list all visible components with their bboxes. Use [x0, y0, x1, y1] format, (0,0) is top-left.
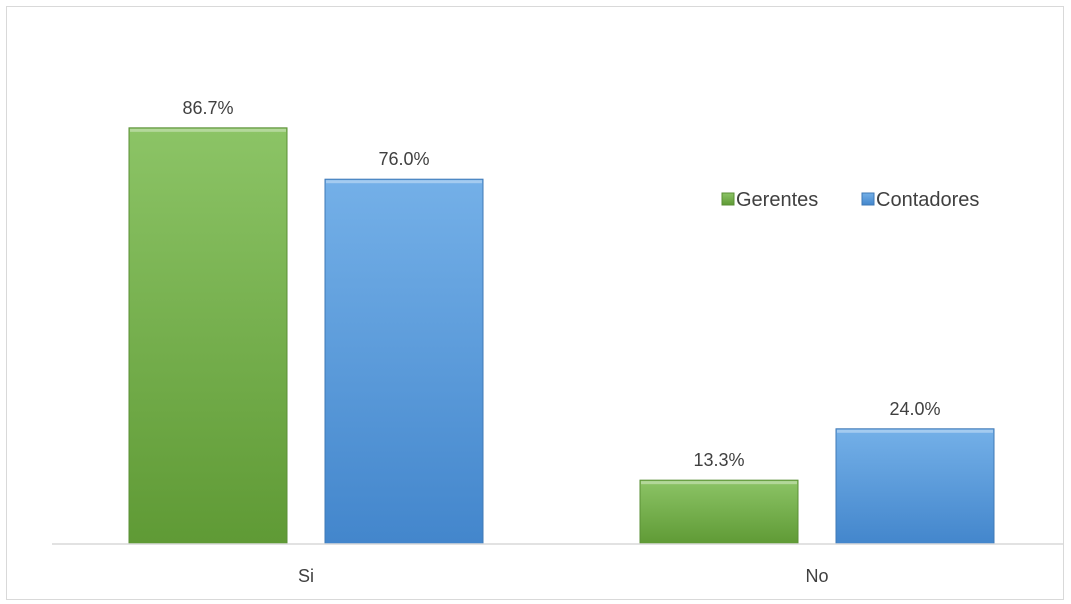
data-label-contadores-si: 76.0% [378, 149, 429, 169]
category-label-no: No [805, 566, 828, 586]
labels-layer: 86.7% 76.0% 13.3% 24.0% Si No [182, 98, 940, 586]
bars-layer [128, 127, 995, 545]
legend-label-contadores: Contadores [876, 189, 979, 211]
bar-gerentes-si [128, 127, 288, 545]
bar-gerentes-no [639, 479, 799, 545]
bar-highlight [326, 180, 482, 184]
category-label-si: Si [298, 566, 314, 586]
legend-swatch-gerentes [721, 192, 735, 206]
legend-label-gerentes: Gerentes [736, 189, 818, 211]
bar-highlight [641, 481, 797, 485]
data-label-gerentes-si: 86.7% [182, 98, 233, 118]
bar-highlight [837, 429, 993, 433]
bar-contadores-no [835, 428, 995, 545]
data-label-gerentes-no: 13.3% [693, 450, 744, 470]
data-label-contadores-no: 24.0% [889, 399, 940, 419]
bar-highlight [130, 128, 286, 132]
legend-swatch-contadores [861, 192, 875, 206]
legend: Gerentes Contadores [721, 189, 979, 211]
bar-contadores-si [324, 178, 484, 545]
